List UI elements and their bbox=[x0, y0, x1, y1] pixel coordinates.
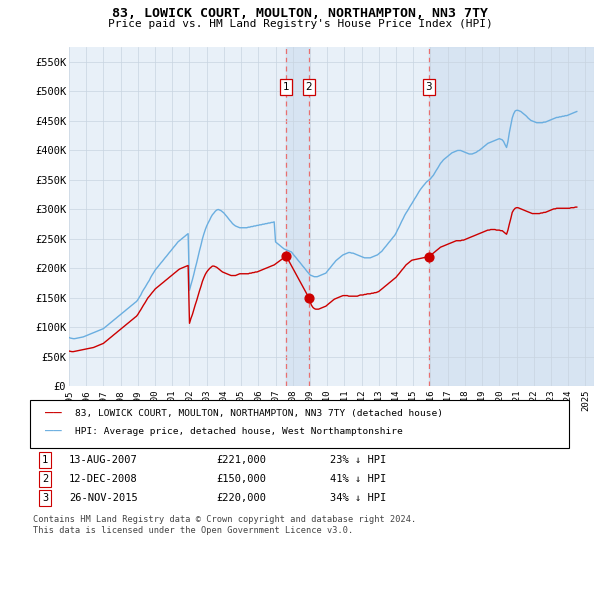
Text: Price paid vs. HM Land Registry's House Price Index (HPI): Price paid vs. HM Land Registry's House … bbox=[107, 19, 493, 30]
Text: 2: 2 bbox=[42, 474, 48, 484]
Text: 1: 1 bbox=[283, 82, 289, 91]
Text: 41% ↓ HPI: 41% ↓ HPI bbox=[330, 474, 386, 484]
Point bbox=[281, 251, 291, 261]
Text: HPI: Average price, detached house, West Northamptonshire: HPI: Average price, detached house, West… bbox=[75, 427, 403, 437]
Text: 3: 3 bbox=[42, 493, 48, 503]
Text: 83, LOWICK COURT, MOULTON, NORTHAMPTON, NN3 7TY (detached house): 83, LOWICK COURT, MOULTON, NORTHAMPTON, … bbox=[75, 409, 443, 418]
Text: 1: 1 bbox=[42, 455, 48, 465]
Text: 2: 2 bbox=[305, 82, 312, 91]
Text: £150,000: £150,000 bbox=[216, 474, 266, 484]
Bar bbox=[429, 47, 594, 386]
Text: ——: —— bbox=[45, 407, 62, 421]
Point bbox=[424, 252, 434, 261]
Text: 26-NOV-2015: 26-NOV-2015 bbox=[69, 493, 138, 503]
Text: 83, LOWICK COURT, MOULTON, NORTHAMPTON, NN3 7TY: 83, LOWICK COURT, MOULTON, NORTHAMPTON, … bbox=[112, 7, 488, 20]
Text: 13-AUG-2007: 13-AUG-2007 bbox=[69, 455, 138, 465]
Text: Contains HM Land Registry data © Crown copyright and database right 2024.: Contains HM Land Registry data © Crown c… bbox=[33, 515, 416, 524]
Text: This data is licensed under the Open Government Licence v3.0.: This data is licensed under the Open Gov… bbox=[33, 526, 353, 535]
Text: 34% ↓ HPI: 34% ↓ HPI bbox=[330, 493, 386, 503]
Text: 3: 3 bbox=[425, 82, 432, 91]
Point bbox=[304, 293, 314, 303]
Bar bbox=[286, 47, 309, 386]
Text: £220,000: £220,000 bbox=[216, 493, 266, 503]
Text: £221,000: £221,000 bbox=[216, 455, 266, 465]
Text: 12-DEC-2008: 12-DEC-2008 bbox=[69, 474, 138, 484]
Text: 23% ↓ HPI: 23% ↓ HPI bbox=[330, 455, 386, 465]
Text: ——: —— bbox=[45, 425, 62, 439]
